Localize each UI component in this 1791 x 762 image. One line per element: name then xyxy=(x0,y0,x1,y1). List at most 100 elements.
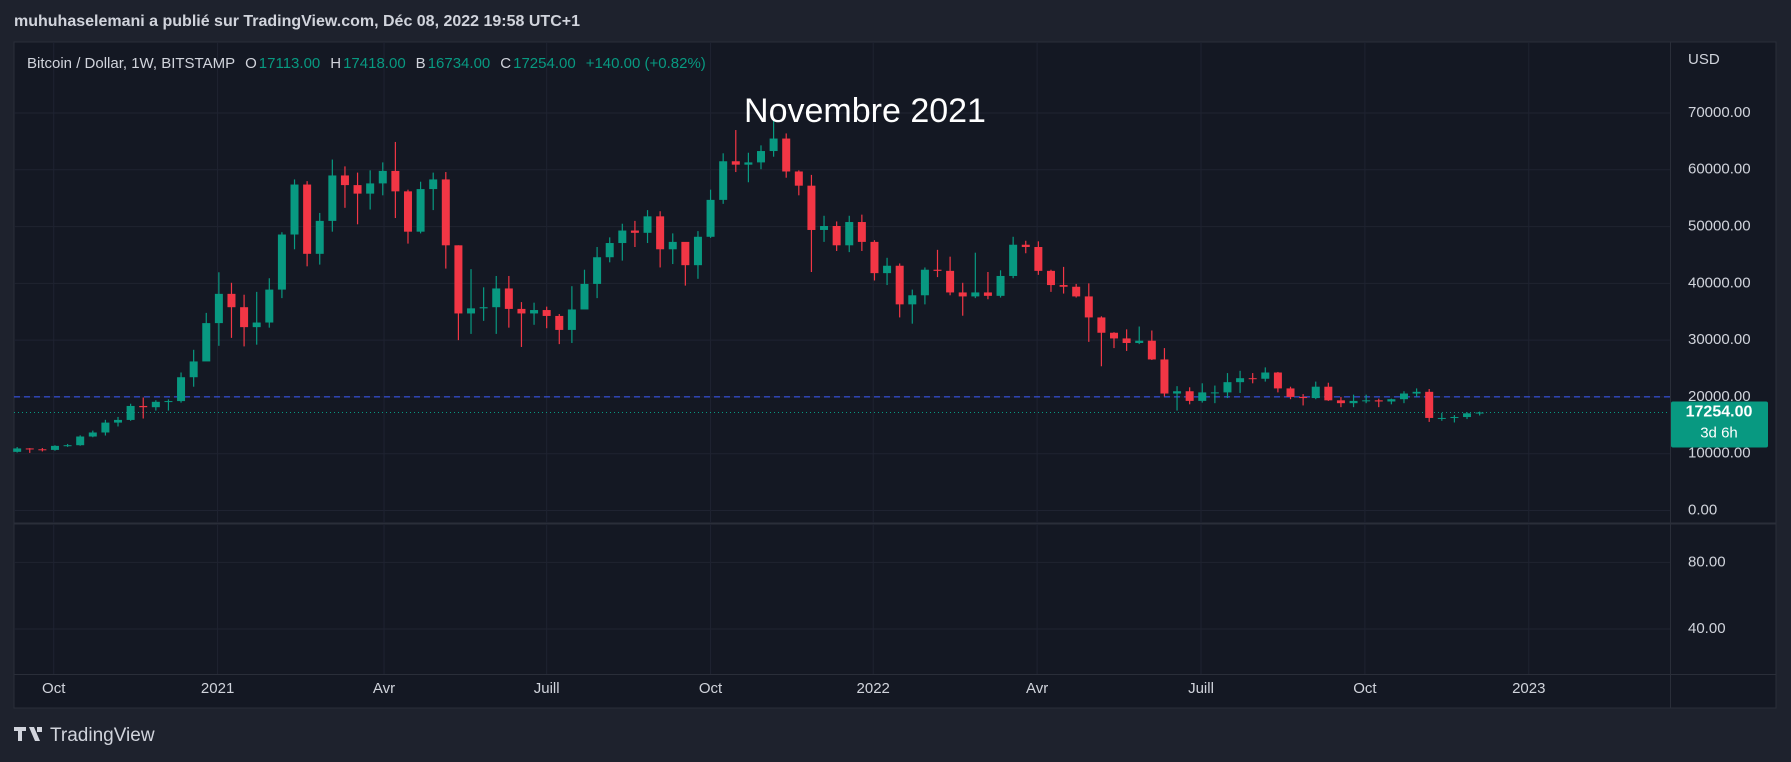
candle-body xyxy=(315,220,324,254)
candle-body xyxy=(227,293,236,308)
candle-body xyxy=(1147,340,1156,360)
y-tick-label: 20000.00 xyxy=(1688,388,1751,405)
x-tick-label: Avr xyxy=(1026,680,1048,697)
x-tick-label: 2021 xyxy=(201,680,234,697)
candle-body xyxy=(782,138,791,172)
candle-body xyxy=(605,243,614,258)
candle-body xyxy=(492,288,501,308)
candle-body xyxy=(1046,270,1055,286)
candle-body xyxy=(845,222,854,246)
candle-body xyxy=(1374,400,1383,402)
candle-body xyxy=(933,269,942,271)
candle-body xyxy=(530,310,539,314)
candle-body xyxy=(416,189,425,232)
candle-body xyxy=(983,292,992,296)
candle-body xyxy=(1122,338,1131,343)
candle-body xyxy=(895,265,904,305)
candle-body xyxy=(1173,391,1182,394)
candle-body xyxy=(1399,393,1408,400)
candle-body xyxy=(1425,391,1434,418)
candle-body xyxy=(1248,378,1257,380)
candle-body xyxy=(429,179,438,190)
candle-body xyxy=(656,216,665,250)
x-tick-label: 2022 xyxy=(857,680,890,697)
candle-body xyxy=(555,315,564,330)
candle-body xyxy=(1135,340,1144,343)
candle-body xyxy=(706,199,715,237)
x-tick-label: Oct xyxy=(42,680,66,697)
candle-body xyxy=(1336,400,1345,404)
candle-body xyxy=(467,308,476,314)
y-unit: USD xyxy=(1688,51,1720,68)
candle-body xyxy=(1084,296,1093,318)
candle-body xyxy=(807,185,816,230)
candle-body xyxy=(996,275,1005,296)
candle-body xyxy=(1463,413,1472,418)
x-tick-label: Oct xyxy=(699,680,723,697)
candle-body xyxy=(189,361,198,378)
y-tick-label: 50000.00 xyxy=(1688,218,1751,235)
candle-body xyxy=(946,270,955,293)
legend-change: +140.00 (+0.82%) xyxy=(586,55,706,72)
candle-body xyxy=(1223,382,1232,393)
candle-body xyxy=(151,401,160,408)
logo xyxy=(14,727,42,741)
candle-body xyxy=(366,183,375,194)
candle-body xyxy=(769,138,778,152)
candle-body xyxy=(870,241,879,274)
x-tick-label: 2023 xyxy=(1512,680,1545,697)
candle-body xyxy=(63,445,72,447)
candle-body xyxy=(580,283,589,310)
candle-body xyxy=(1261,372,1270,379)
candle-body xyxy=(164,401,173,403)
chart-frame xyxy=(13,41,1777,709)
candle-body xyxy=(252,322,261,328)
candle-body xyxy=(76,436,85,446)
price-box-label: 17254.00 xyxy=(1686,404,1753,421)
candle-body xyxy=(441,179,450,246)
candle-body xyxy=(214,293,223,324)
candle-body xyxy=(643,216,652,233)
candle-body xyxy=(454,245,463,314)
candle-body xyxy=(719,161,728,200)
candle-body xyxy=(820,225,829,230)
y-tick-label: 70000.00 xyxy=(1688,104,1751,121)
candle-body xyxy=(1349,400,1358,404)
candle-body xyxy=(38,449,47,451)
candle-body xyxy=(1160,359,1169,394)
candle-body xyxy=(504,288,513,309)
legend-key: C xyxy=(500,55,511,72)
candle-body xyxy=(479,307,488,309)
candle-body xyxy=(630,230,639,233)
candle-body xyxy=(693,236,702,266)
candle-body xyxy=(731,161,740,165)
legend-value: 17113.00 xyxy=(259,55,320,72)
candle-body xyxy=(1324,386,1333,401)
x-tick-label: Oct xyxy=(1353,680,1377,697)
candle-body xyxy=(1059,285,1068,287)
candle-body xyxy=(1210,392,1219,394)
header-text: muhuhaselemani a publié sur TradingView.… xyxy=(14,13,580,30)
candle-body xyxy=(1362,400,1371,402)
candle-body xyxy=(303,184,312,254)
legend-key: H xyxy=(330,55,341,72)
candle-body xyxy=(50,445,59,450)
y-tick-label: 60000.00 xyxy=(1688,161,1751,178)
candle-body xyxy=(1475,412,1484,414)
candle-body xyxy=(403,191,412,232)
candle-body xyxy=(88,432,97,437)
candle-body xyxy=(1311,386,1320,399)
candle-body xyxy=(1412,391,1421,394)
candle-body xyxy=(290,184,299,235)
candle-body xyxy=(391,170,400,192)
candle-body xyxy=(756,151,765,163)
candle-body xyxy=(618,230,627,244)
candle-body xyxy=(567,309,576,330)
y-tick-label: 80.00 xyxy=(1688,553,1726,570)
candle-body xyxy=(1034,247,1043,271)
candle-body xyxy=(202,323,211,362)
candle-body xyxy=(832,225,841,246)
candle-body xyxy=(958,292,967,297)
